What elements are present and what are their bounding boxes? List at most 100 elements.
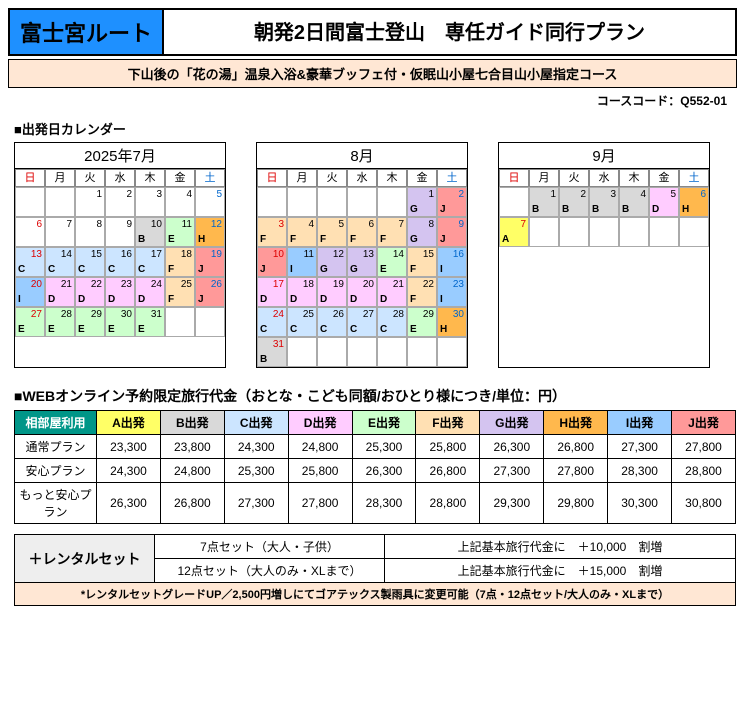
day-number: 20 [31,279,42,290]
day-code: E [78,324,85,335]
day-code: B [562,204,569,215]
price-col-header: J出発 [672,411,736,435]
calendar-cell: 10 J [257,247,287,277]
day-number: 14 [393,249,404,260]
day-number: 7 [520,219,526,230]
calendar-cell: 4 [165,187,195,217]
day-number: 6 [36,219,42,230]
calendar: 9月日月火水木金土1B2B3B4B5D6H7A [498,142,710,368]
rental-price: 上記基本旅行代金に ＋15,000 割増 [385,559,735,582]
calendar-cell: 2 [105,187,135,217]
calendar-empty [317,337,347,367]
day-code: J [260,264,266,275]
day-number: 16 [121,249,132,260]
day-code: F [168,264,174,275]
day-code: J [440,204,446,215]
day-code: F [410,294,416,305]
dow-header: 木 [135,169,165,187]
calendar-empty [529,217,559,247]
calendar-empty [15,187,45,217]
calendar-cell: 21D [45,277,75,307]
calendar-cell: 6H [679,187,709,217]
day-number: 21 [393,279,404,290]
calendar-cell: 12H [195,217,225,247]
day-number: 3 [156,189,162,200]
day-number: 13 [363,249,374,260]
price-col-header: F出発 [416,411,480,435]
calendar-cell: 5D [649,187,679,217]
price-cell: 26,300 [97,483,161,524]
price-cell: 26,800 [416,459,480,483]
day-code: E [48,324,55,335]
day-number: 6 [368,219,374,230]
dow-header: 日 [15,169,45,187]
day-number: 1 [428,189,434,200]
day-number: 5 [338,219,344,230]
price-cell: 27,300 [224,483,288,524]
calendar-cell: 30E [105,307,135,337]
day-number: 15 [423,249,434,260]
dow-header: 日 [499,169,529,187]
day-number: 10 [273,249,284,260]
day-code: J [198,264,204,275]
day-number: 30 [453,309,464,320]
day-code: H [440,324,447,335]
calendar-empty [45,187,75,217]
calendar-cell: 17D [257,277,287,307]
day-number: 12 [211,219,222,230]
calendar-cell: 23I [437,277,467,307]
day-number: 24 [151,279,162,290]
price-cell: 25,300 [224,459,288,483]
calendar-empty [287,337,317,367]
day-number: 11 [182,219,192,230]
day-code: C [320,324,327,335]
price-cell: 26,800 [544,435,608,459]
day-number: 8 [96,219,102,230]
rental-price: 上記基本旅行代金に ＋10,000 割増 [385,535,735,558]
calendar-cell: 21D [377,277,407,307]
calendar-cell: 2B [559,187,589,217]
calendar-cell: 16C [105,247,135,277]
day-code: E [168,234,175,245]
calendar-grid: 日月火水木金土1G2J3F4F5F6F7F8G9J10J11I12G13G14E… [257,169,467,367]
calendar-cell: 1B [529,187,559,217]
day-number: 29 [423,309,434,320]
calendar-cell: 27E [15,307,45,337]
day-number: 9 [126,219,132,230]
day-number: 23 [453,279,464,290]
day-number: 20 [363,279,374,290]
calendar-empty [195,307,225,337]
calendar-cell: 20D [347,277,377,307]
day-number: 1 [550,189,556,200]
calendar-empty [559,217,589,247]
day-code: E [410,324,417,335]
price-cell: 29,800 [544,483,608,524]
calendar-cell: 28C [377,307,407,337]
day-code: C [350,324,357,335]
day-number: 10 [151,219,162,230]
price-col-header: D出発 [288,411,352,435]
price-cell: 24,800 [288,435,352,459]
price-cell: 26,300 [480,435,544,459]
calendar-cell: 26J [195,277,225,307]
calendar-empty [407,337,437,367]
price-cell: 28,800 [416,483,480,524]
day-number: 31 [151,309,162,320]
plan-title: 朝発2日間富士登山 専任ガイド同行プラン [164,10,735,54]
calendar-empty [165,307,195,337]
dow-header: 水 [347,169,377,187]
day-code: F [350,234,356,245]
dow-header: 水 [589,169,619,187]
day-number: 19 [211,249,222,260]
price-cell: 29,300 [480,483,544,524]
calendar-cell: 15F [407,247,437,277]
dow-header: 水 [105,169,135,187]
calendar-cell: 18D [287,277,317,307]
day-number: 17 [151,249,162,260]
calendar-cell: 8G [407,217,437,247]
day-number: 25 [181,279,192,290]
day-number: 3 [610,189,616,200]
day-number: 4 [308,219,314,230]
day-number: 5 [670,189,676,200]
price-col-header: B出発 [160,411,224,435]
